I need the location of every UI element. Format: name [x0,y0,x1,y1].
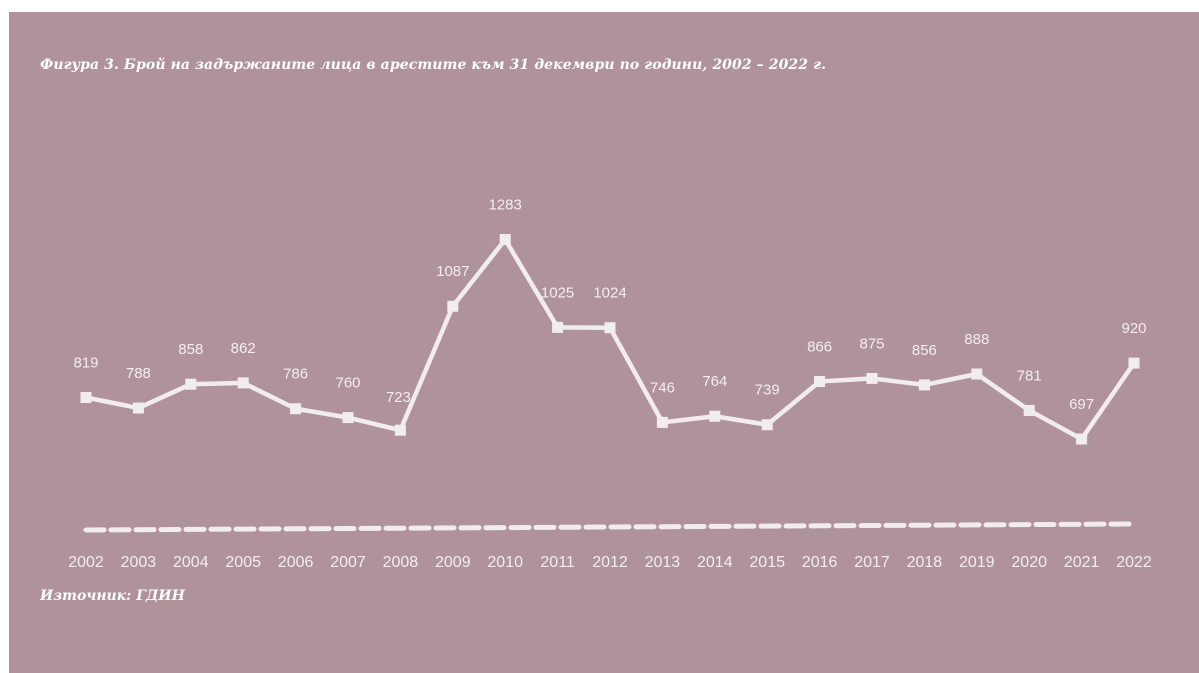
x-tick-2005: 2005 [225,554,261,571]
data-point-2004 [185,378,197,390]
data-label-2020: 781 [1017,367,1042,384]
data-point-2022 [1128,357,1140,369]
data-point-2016 [814,375,826,387]
data-point-2013 [656,416,668,428]
x-tick-2019: 2019 [959,554,995,571]
data-point-2018 [918,379,930,391]
data-point-2003 [132,402,144,414]
chart-panel [9,12,1199,673]
source-note: Източник: ГДИН [40,588,185,604]
data-label-2016: 866 [807,338,832,355]
data-point-2014 [709,410,721,422]
chart-title: Фигура 3. Брой на задържаните лица в аре… [40,57,827,73]
x-tick-2010: 2010 [487,554,523,571]
x-tick-2016: 2016 [802,554,838,571]
data-label-2013: 746 [650,379,675,396]
x-tick-2018: 2018 [907,554,943,571]
data-label-2019: 888 [964,331,989,348]
x-tick-2004: 2004 [173,554,209,571]
x-tick-2003: 2003 [121,554,157,571]
x-tick-2013: 2013 [645,554,681,571]
x-tick-2002: 2002 [68,554,104,571]
data-label-2022: 920 [1121,320,1146,337]
data-label-2015: 739 [755,382,780,399]
data-label-2007: 760 [335,375,360,392]
data-label-2009: 1087 [436,263,469,280]
data-point-2009 [447,300,459,312]
data-point-2019 [971,368,983,380]
data-point-2020 [1023,404,1035,416]
data-label-2017: 875 [859,335,884,352]
x-tick-2008: 2008 [383,554,419,571]
data-point-2017 [866,372,878,384]
x-tick-2006: 2006 [278,554,314,571]
x-tick-2014: 2014 [697,554,733,571]
data-label-2018: 856 [912,342,937,359]
data-point-2015 [761,419,773,431]
data-label-2014: 764 [702,373,727,390]
data-label-2002: 819 [73,355,98,372]
x-tick-2021: 2021 [1064,554,1100,571]
data-label-2005: 862 [231,340,256,357]
x-tick-2015: 2015 [749,554,785,571]
data-label-2008: 723 [386,389,411,406]
data-label-2003: 788 [126,365,151,382]
data-label-2011: 1025 [541,284,574,301]
data-label-2004: 858 [178,341,203,358]
data-point-2002 [80,392,92,403]
data-point-2011 [552,321,564,333]
data-point-2010 [499,234,511,246]
x-tick-2012: 2012 [592,554,628,571]
data-point-2007 [342,412,354,424]
data-point-2008 [394,424,406,436]
x-tick-2011: 2011 [540,554,575,571]
x-tick-2022: 2022 [1116,554,1152,571]
x-tick-2020: 2020 [1011,554,1047,571]
x-tick-2007: 2007 [330,554,366,571]
data-label-2012: 1024 [593,285,626,302]
x-tick-2017: 2017 [854,554,890,571]
data-label-2006: 786 [283,366,308,383]
data-label-2021: 697 [1069,396,1094,413]
data-point-2012 [604,322,616,334]
data-label-2010: 1283 [489,197,522,214]
data-point-2005 [237,377,249,389]
x-tick-2009: 2009 [435,554,471,571]
data-point-2006 [290,403,302,415]
series-2-line [83,521,1137,533]
data-point-2021 [1076,433,1088,445]
